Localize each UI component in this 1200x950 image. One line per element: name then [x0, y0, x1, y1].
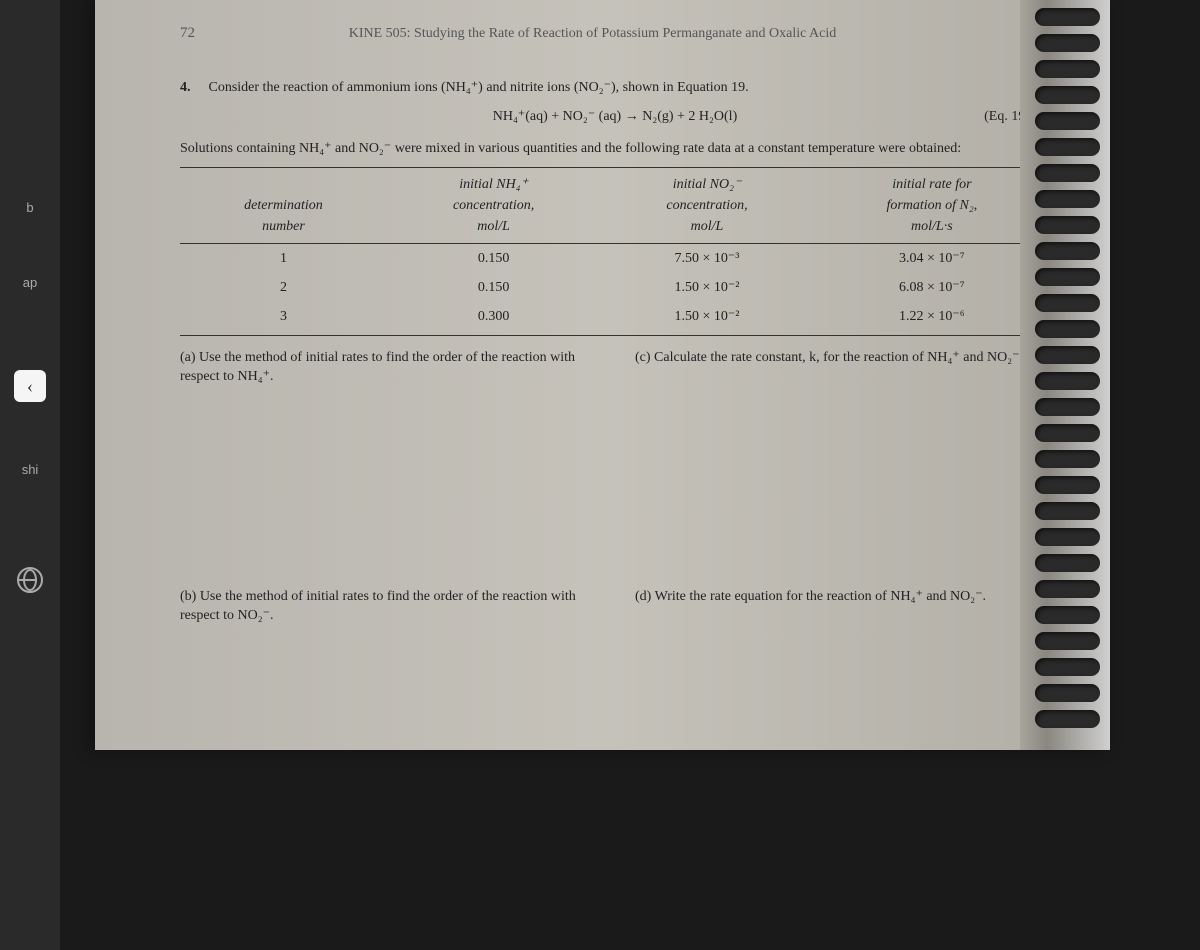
equation-row: NH₄⁺(aq) + NO₂⁻ (aq) → N₂(g) + 2 H₂O(l) …: [180, 106, 1050, 127]
textbook-page: 72 KINE 505: Studying the Rate of Reacti…: [95, 0, 1110, 750]
rate-data-table: determination number initial NH₄⁺ concen…: [180, 167, 1050, 336]
question-prompt: Consider the reaction of ammonium ions (…: [209, 80, 749, 95]
table-row: 1 0.150 7.50 × 10⁻³ 3.04 × 10⁻⁷: [180, 243, 1050, 273]
page-number: 72: [180, 25, 195, 42]
sidebar-label-shi: shi: [22, 462, 39, 477]
nav-prev-button[interactable]: ‹: [14, 370, 46, 402]
table-row: 3 0.300 1.50 × 10⁻² 1.22 × 10⁻⁶: [180, 302, 1050, 336]
table-row: 2 0.150 1.50 × 10⁻² 6.08 × 10⁻⁷: [180, 273, 1050, 302]
chevron-left-icon: ‹: [27, 376, 33, 397]
question-number: 4.: [180, 77, 205, 98]
col-header-nh4: initial NH₄⁺ concentration, mol/L: [387, 167, 600, 243]
sidebar-label-ap: ap: [23, 275, 37, 290]
part-c: (c) Calculate the rate constant, k, for …: [635, 348, 1050, 387]
parts-upper: (a) Use the method of initial rates to f…: [180, 348, 1050, 387]
col-header-determination: determination number: [180, 167, 387, 243]
parts-lower: (b) Use the method of initial rates to f…: [180, 587, 1050, 626]
part-d: (d) Write the rate equation for the reac…: [635, 587, 1050, 626]
part-b: (b) Use the method of initial rates to f…: [180, 587, 595, 626]
globe-icon[interactable]: [17, 567, 43, 593]
intro-text: Solutions containing NH₄⁺ and NO₂⁻ were …: [180, 139, 1050, 159]
left-sidebar: b ap ‹ shi: [0, 0, 60, 950]
page-header: 72 KINE 505: Studying the Rate of Reacti…: [180, 25, 1050, 42]
chapter-title: KINE 505: Studying the Rate of Reaction …: [195, 26, 1050, 42]
part-a: (a) Use the method of initial rates to f…: [180, 348, 595, 387]
col-header-no2: initial NO₂⁻ concentration, mol/L: [600, 167, 813, 243]
equation-text: NH₄⁺(aq) + NO₂⁻ (aq) → N₂(g) + 2 H₂O(l): [493, 109, 737, 124]
col-header-rate: initial rate for formation of N₂, mol/L·…: [814, 167, 1050, 243]
question-block: 4. Consider the reaction of ammonium ion…: [180, 77, 1050, 626]
spiral-binding: [1020, 0, 1110, 750]
sidebar-label-b: b: [26, 200, 33, 215]
